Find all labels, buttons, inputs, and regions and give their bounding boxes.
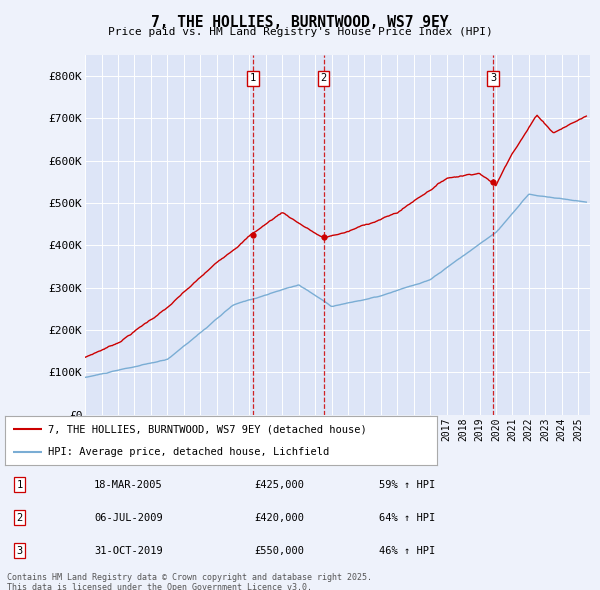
Text: Price paid vs. HM Land Registry's House Price Index (HPI): Price paid vs. HM Land Registry's House … <box>107 27 493 37</box>
Text: 1: 1 <box>17 480 23 490</box>
Text: 18-MAR-2005: 18-MAR-2005 <box>94 480 163 490</box>
Text: 31-OCT-2019: 31-OCT-2019 <box>94 546 163 556</box>
Text: £420,000: £420,000 <box>254 513 304 523</box>
Text: 06-JUL-2009: 06-JUL-2009 <box>94 513 163 523</box>
Text: 59% ↑ HPI: 59% ↑ HPI <box>379 480 435 490</box>
Text: 3: 3 <box>490 73 496 83</box>
Text: £425,000: £425,000 <box>254 480 304 490</box>
Text: 46% ↑ HPI: 46% ↑ HPI <box>379 546 435 556</box>
Text: HPI: Average price, detached house, Lichfield: HPI: Average price, detached house, Lich… <box>48 447 329 457</box>
Text: 7, THE HOLLIES, BURNTWOOD, WS7 9EY (detached house): 7, THE HOLLIES, BURNTWOOD, WS7 9EY (deta… <box>48 424 367 434</box>
Text: 3: 3 <box>17 546 23 556</box>
Text: 2: 2 <box>320 73 327 83</box>
Text: 2: 2 <box>17 513 23 523</box>
Text: Contains HM Land Registry data © Crown copyright and database right 2025.: Contains HM Land Registry data © Crown c… <box>7 573 372 582</box>
Text: 7, THE HOLLIES, BURNTWOOD, WS7 9EY: 7, THE HOLLIES, BURNTWOOD, WS7 9EY <box>151 15 449 30</box>
Text: £550,000: £550,000 <box>254 546 304 556</box>
Text: This data is licensed under the Open Government Licence v3.0.: This data is licensed under the Open Gov… <box>7 583 312 590</box>
Text: 1: 1 <box>250 73 256 83</box>
Text: 64% ↑ HPI: 64% ↑ HPI <box>379 513 435 523</box>
